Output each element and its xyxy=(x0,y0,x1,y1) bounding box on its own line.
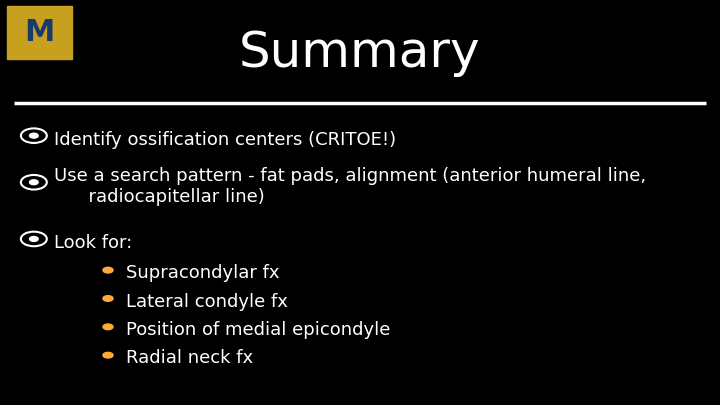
Circle shape xyxy=(103,324,113,330)
Text: Use a search pattern - fat pads, alignment (anterior humeral line,
      radioca: Use a search pattern - fat pads, alignme… xyxy=(54,167,646,206)
Circle shape xyxy=(30,237,38,241)
FancyBboxPatch shape xyxy=(7,6,72,59)
Text: Position of medial epicondyle: Position of medial epicondyle xyxy=(126,321,390,339)
Circle shape xyxy=(103,267,113,273)
Circle shape xyxy=(30,133,38,138)
Circle shape xyxy=(30,180,38,185)
Text: Supracondylar fx: Supracondylar fx xyxy=(126,264,279,282)
Text: Look for:: Look for: xyxy=(54,234,132,252)
Text: Identify ossification centers (CRITOE!): Identify ossification centers (CRITOE!) xyxy=(54,131,396,149)
Text: M: M xyxy=(24,18,55,47)
Circle shape xyxy=(103,296,113,301)
Text: Radial neck fx: Radial neck fx xyxy=(126,350,253,367)
Circle shape xyxy=(103,352,113,358)
Text: Lateral condyle fx: Lateral condyle fx xyxy=(126,293,288,311)
Text: Summary: Summary xyxy=(239,29,481,77)
